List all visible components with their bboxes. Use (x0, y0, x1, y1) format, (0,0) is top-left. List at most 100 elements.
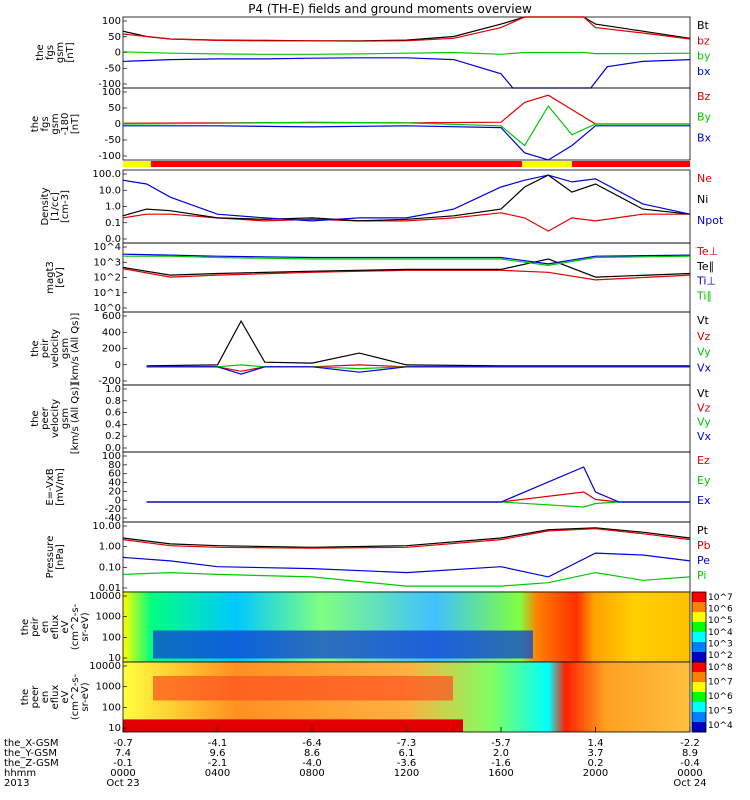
y-axis-label: thefgsgsm[nT] (35, 42, 76, 63)
panel-pressure: 10.00 1.00 0.10 0.01 Pressure[nPa] Pt Pb Pe Pi (45, 521, 711, 594)
orbit-value: -4.0 (302, 758, 322, 769)
y-axis-label: thepeerenefluxeV(cm^2-s-sr-eV) (20, 673, 91, 720)
legend-entry-ti: Ti∥ (696, 289, 712, 302)
orbit-value: 1200 (394, 768, 419, 779)
legend-entry-vz: Vz (697, 401, 711, 414)
legend-entry-ey: Ey (697, 474, 711, 487)
legend-entry-pe: Pe (697, 554, 710, 567)
panel-frame (122, 169, 691, 244)
y-axis-label-line: the (20, 689, 31, 705)
y-axis-label-line: (cm^2-s- (70, 603, 81, 650)
y-axis-label-line: eV (60, 620, 71, 633)
y-tick-label: 0.01 (99, 583, 121, 594)
series-by (122, 51, 691, 55)
y-axis-label-line: the (35, 44, 46, 60)
series-ex (146, 466, 690, 503)
y-tick-label: 0 (115, 119, 121, 130)
series-npot (122, 174, 691, 222)
y-tick-label: -40 (105, 513, 121, 524)
y-axis-label: Pressure[nPa] (45, 536, 66, 579)
legend-entry-bz: Bz (697, 90, 711, 103)
orbit-value: -0.1 (113, 758, 133, 769)
colorbar-segment (692, 692, 706, 703)
y-axis-label: Density[1/cc][cm-3] (40, 187, 71, 225)
y-axis-label-line: peir (30, 616, 41, 636)
y-axis-label-line: Density (40, 187, 51, 225)
legend-entry-vy: Vy (697, 346, 711, 359)
y-axis-label-line: -180 (60, 113, 71, 136)
y-tick-label: 100.0 (92, 169, 121, 180)
orbit-value: 0000 (110, 768, 135, 779)
y-axis-label-line: the (20, 619, 31, 635)
series-bx (122, 57, 691, 89)
legend-entry-npot: Npot (697, 214, 724, 227)
colorbar-segment (692, 712, 706, 723)
y-axis-label: thefgsgsm-180[nT] (30, 113, 81, 136)
colorbar-tick-label: 10^6 (708, 605, 733, 615)
y-tick-label: 1.0 (105, 202, 121, 213)
y-tick-label: 100 (102, 451, 121, 462)
y-axis-label-line: magt3 (45, 261, 56, 294)
orbit-value: 0400 (205, 768, 230, 779)
orbit-value: 1.4 (588, 738, 604, 749)
panel-elec_spec: 10^8 10^7 10^6 10^5 10^4 10000 1000 100 10 thepee… (20, 661, 733, 734)
colorbar: 10^7 10^610^5 10^410^3 10^2 (691, 591, 733, 663)
orbit-value: 6.1 (399, 748, 415, 759)
status-bar-red (123, 161, 690, 167)
y-axis-label-line: [1/cc] (50, 192, 61, 221)
y-axis-label: magt3[eV] (45, 261, 66, 294)
y-tick-label: 10000 (89, 591, 121, 602)
y-tick-label: 0 (115, 495, 121, 506)
panel-vel_i: 600 400 200 0 -200 thepeirvelocitygsm[km/s (A… (30, 311, 712, 387)
legend-entry-vy: Vy (697, 416, 711, 429)
y-axis-label: E=-VxB[mV/m] (45, 468, 66, 506)
panel-vel_e: 1.00.80.60.40.20.0 thepeervelocitygsm[km/… (30, 383, 712, 455)
y-tick-label: 60 (108, 469, 121, 480)
panel-frame (122, 521, 691, 593)
orbit-value: Oct 24 (673, 778, 706, 789)
colorbar-tick-label: 10^2 (708, 651, 733, 661)
y-tick-label: 10^3 (94, 257, 121, 268)
colorbar-tick-label: 10^8 (708, 663, 733, 673)
y-tick-label: 50 (108, 32, 121, 43)
colorbar-tick-label: 10^5 (708, 616, 733, 626)
series-ne (122, 212, 690, 232)
y-axis-label-line: [nT] (65, 42, 76, 62)
panel-frame (122, 242, 691, 313)
y-axis-label-line: [nPa] (55, 544, 66, 570)
orbit-value: 8.9 (682, 748, 698, 759)
y-axis-label-line: the (30, 410, 41, 426)
panel-fgs: 100 50 0 -50 -100 thefgsgsm[nT] Bt bz by bx (35, 16, 711, 90)
legend-entry-pb: Pb (697, 539, 711, 552)
colorbar-segment (692, 592, 706, 603)
y-tick-label: 100 (102, 87, 121, 98)
colorbar-tick-label: 10^4 (708, 721, 733, 731)
series-bz (122, 94, 690, 125)
legend-entry-ti: Ti⊥ (696, 275, 716, 288)
y-tick-label: 10^0 (94, 303, 121, 314)
y-tick-label: 1.0 (105, 384, 121, 395)
y-tick-label: 0 (115, 48, 121, 59)
orbit-value: -0.7 (113, 738, 133, 749)
orbit-row-label: the_Z-GSM (4, 758, 59, 769)
orbit-value: 9.6 (210, 748, 226, 759)
series-bz (122, 16, 691, 42)
series-pe (122, 552, 691, 578)
colorbar-segment (692, 662, 706, 673)
series-te (122, 268, 691, 281)
orbit-row-label: 2013 (4, 778, 29, 789)
y-tick-label: 100 (102, 702, 121, 713)
legend-entry-ni: Ni (697, 193, 708, 206)
colorbar-tick-label: 10^7 (708, 593, 733, 603)
legend-entry-pi: Pi (697, 569, 706, 582)
y-axis-label-line: velocity (50, 329, 61, 368)
y-tick-label: 0.0 (105, 234, 121, 245)
orbit-value: 7.4 (115, 748, 131, 759)
orbit-value: -3.6 (397, 758, 417, 769)
legend-entry-vx: Vx (697, 361, 712, 374)
orbit-row-label: hhmm (4, 768, 36, 779)
orbit-row-label: the_X-GSM (4, 738, 58, 749)
legend-entry-bt: Bt (697, 19, 710, 32)
